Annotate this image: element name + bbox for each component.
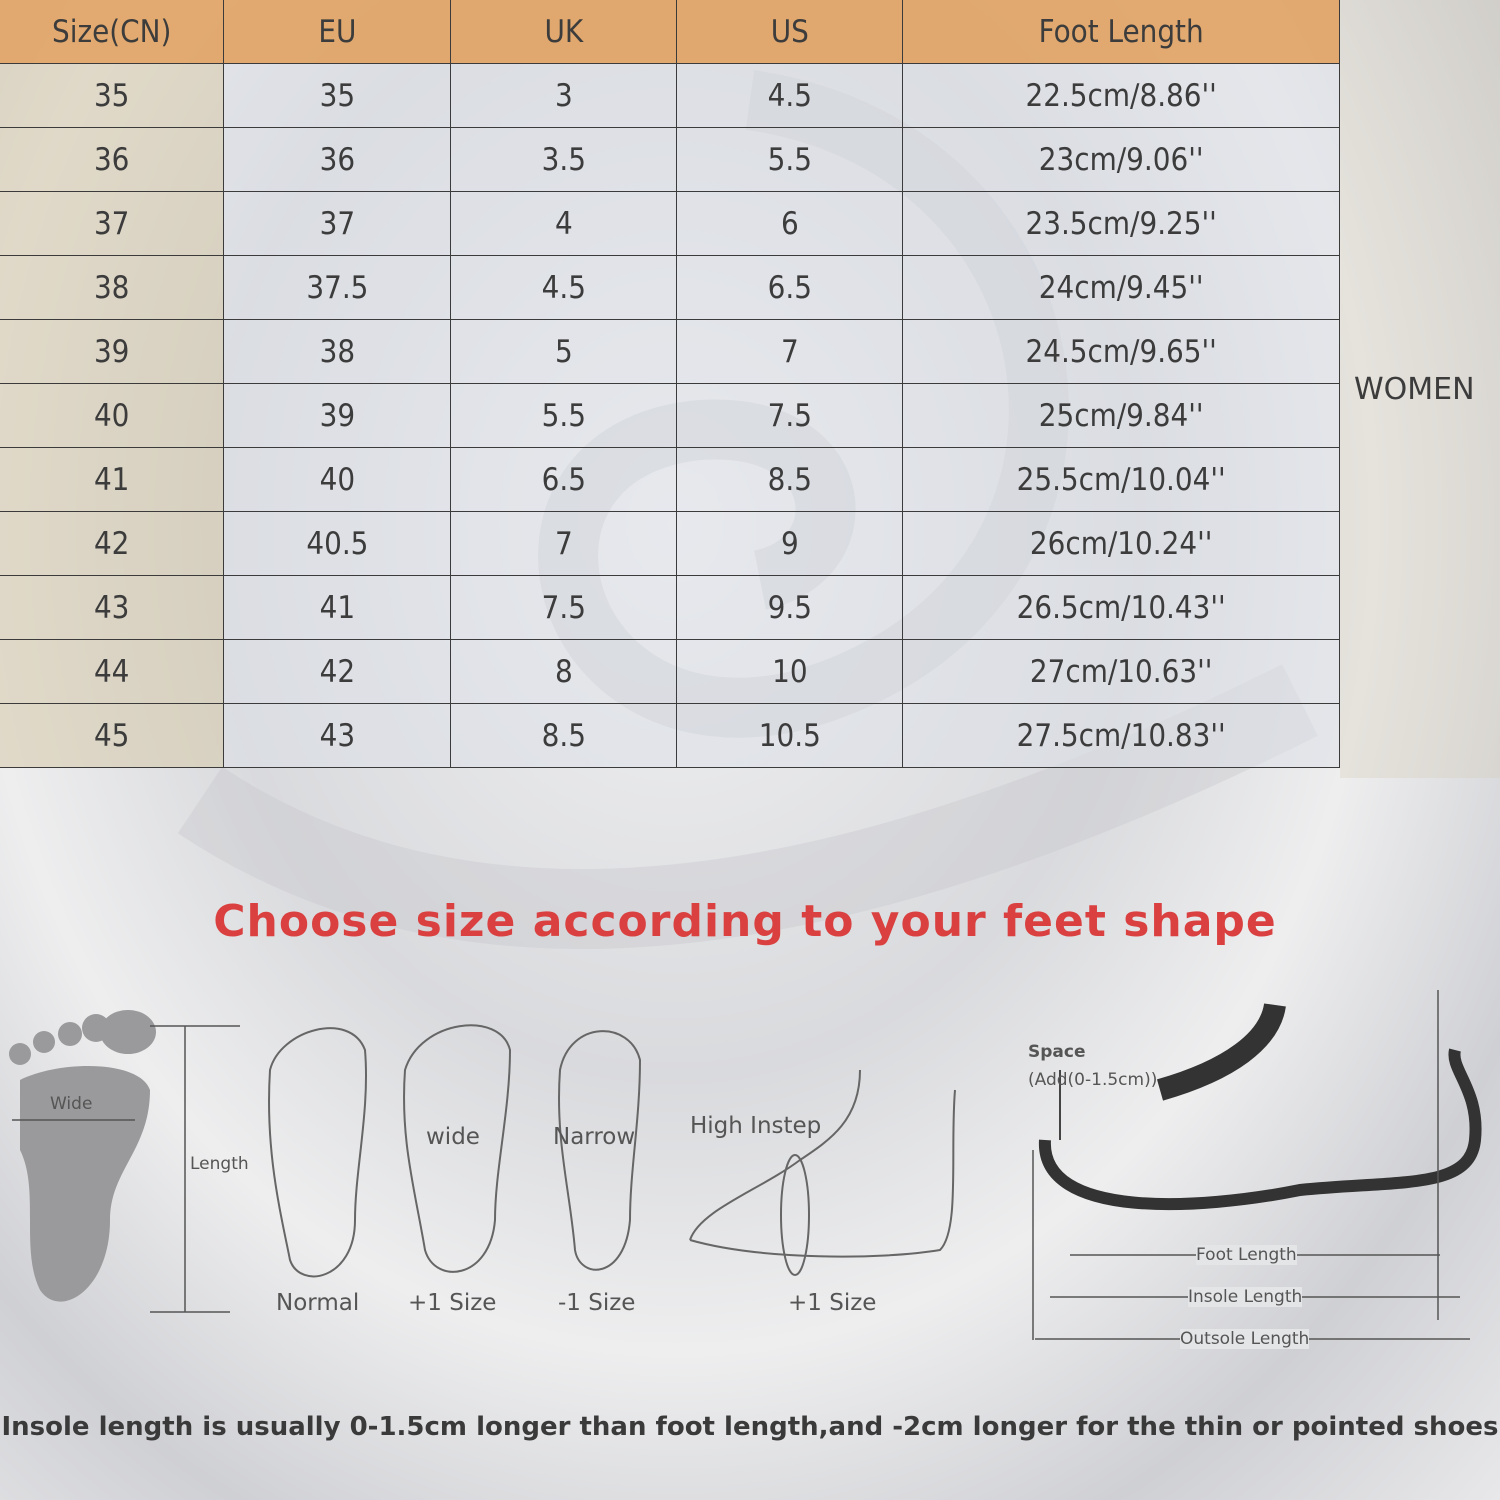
table-cell: 6 <box>676 191 904 256</box>
table-row: 44 42 8 10 27cm/10.63'' <box>0 639 1340 704</box>
table-row: 37 37 4 6 23.5cm/9.25'' <box>0 191 1340 256</box>
table-cell: 4.5 <box>450 255 678 320</box>
table-cell: 4.5 <box>676 63 904 128</box>
insole-length-label: Insole Length <box>1188 1287 1303 1307</box>
table-cell: 8.5 <box>676 447 904 512</box>
table-cell: 3 <box>450 63 678 128</box>
table-cell: 43 <box>0 575 225 640</box>
side-strip <box>1340 0 1500 778</box>
table-cell: 8 <box>450 639 678 704</box>
narrow-foot-outline <box>557 1030 642 1271</box>
instep-size-label: +1 Size <box>788 1290 877 1316</box>
table-cell: 4 <box>450 191 678 256</box>
wide-size-label: +1 Size <box>408 1290 497 1316</box>
table-cell: 24.5cm/9.65'' <box>902 319 1340 384</box>
table-row: 39 38 5 7 24.5cm/9.65'' <box>0 319 1340 384</box>
table-cell: 7 <box>676 319 904 384</box>
column-header: Size(CN) <box>0 0 225 64</box>
table-cell: 22.5cm/8.86'' <box>902 63 1340 128</box>
high-instep-outline <box>689 1069 956 1258</box>
table-cell: 35 <box>0 63 225 128</box>
table-cell: 36 <box>223 127 452 192</box>
table-row: 38 37.5 4.5 6.5 24cm/9.45'' <box>0 255 1340 320</box>
table-cell: 41 <box>223 575 452 640</box>
table-cell: 40 <box>223 447 452 512</box>
table-cell: 45 <box>0 703 225 768</box>
table-cell: 6.5 <box>676 255 904 320</box>
table-row: 35 35 3 4.5 22.5cm/8.86'' <box>0 63 1340 128</box>
table-cell: 35 <box>223 63 452 128</box>
normal-label: Normal <box>276 1290 360 1316</box>
table-row: 42 40.5 7 9 26cm/10.24'' <box>0 511 1340 576</box>
table-cell: 25cm/9.84'' <box>902 383 1340 448</box>
space-add-label: (Add(0-1.5cm)) <box>1028 1070 1158 1090</box>
table-cell: 26cm/10.24'' <box>902 511 1340 576</box>
size-chart-table: Size(CN) EU UK US Foot Length 35 35 3 4.5 22.5cm… <box>0 0 1340 768</box>
table-cell: 6.5 <box>450 447 678 512</box>
column-header: Foot Length <box>902 0 1340 64</box>
table-cell: 36 <box>0 127 225 192</box>
insole-note: Insole length is usually 0-1.5cm longer … <box>1 1412 1499 1442</box>
table-cell: 39 <box>0 319 225 384</box>
gender-label: WOMEN <box>1354 372 1475 407</box>
table-cell: 5 <box>450 319 678 384</box>
column-header: EU <box>223 0 452 64</box>
table-cell: 10.5 <box>676 703 904 768</box>
table-cell: 7.5 <box>676 383 904 448</box>
table-cell: 42 <box>223 639 452 704</box>
space-label: Space <box>1028 1042 1086 1062</box>
wide-label: wide <box>426 1124 480 1150</box>
table-cell: 40.5 <box>223 511 452 576</box>
footprint-length-label: Length <box>190 1154 249 1174</box>
footprint-icon <box>9 1010 156 1302</box>
column-header: UK <box>450 0 678 64</box>
shoe-cross-section <box>1038 1048 1482 1211</box>
table-cell: 10 <box>676 639 904 704</box>
table-cell: 41 <box>0 447 225 512</box>
table-cell: 27cm/10.63'' <box>902 639 1340 704</box>
table-cell: 27.5cm/10.83'' <box>902 703 1340 768</box>
table-header-row: Size(CN) EU UK US Foot Length <box>0 0 1340 64</box>
table-cell: 24cm/9.45'' <box>902 255 1340 320</box>
table-cell: 9.5 <box>676 575 904 640</box>
table-cell: 23cm/9.06'' <box>902 127 1340 192</box>
foot-shape-diagrams <box>9 990 1482 1340</box>
table-cell: 44 <box>0 639 225 704</box>
table-cell: 9 <box>676 511 904 576</box>
table-cell: 37.5 <box>223 255 452 320</box>
wide-foot-outline <box>403 1024 512 1273</box>
high-instep-label: High Instep <box>690 1113 822 1139</box>
table-cell: 7.5 <box>450 575 678 640</box>
table-cell: 7 <box>450 511 678 576</box>
column-header: US <box>676 0 904 64</box>
guide-title: Choose size according to your feet shape <box>213 896 1277 947</box>
table-cell: 42 <box>0 511 225 576</box>
footprint-wide-label: Wide <box>50 1094 93 1114</box>
table-cell: 43 <box>223 703 452 768</box>
table-cell: 39 <box>223 383 452 448</box>
table-row: 40 39 5.5 7.5 25cm/9.84'' <box>0 383 1340 448</box>
table-cell: 37 <box>223 191 452 256</box>
table-row: 45 43 8.5 10.5 27.5cm/10.83'' <box>0 703 1340 768</box>
table-cell: 38 <box>223 319 452 384</box>
narrow-size-label: -1 Size <box>558 1290 636 1316</box>
table-cell: 37 <box>0 191 225 256</box>
table-cell: 5.5 <box>450 383 678 448</box>
normal-foot-outline <box>268 1027 368 1278</box>
outsole-length-label: Outsole Length <box>1180 1329 1310 1349</box>
table-row: 36 36 3.5 5.5 23cm/9.06'' <box>0 127 1340 192</box>
table-row: 43 41 7.5 9.5 26.5cm/10.43'' <box>0 575 1340 640</box>
table-cell: 23.5cm/9.25'' <box>902 191 1340 256</box>
table-cell: 40 <box>0 383 225 448</box>
table-cell: 5.5 <box>676 127 904 192</box>
foot-length-label: Foot Length <box>1196 1245 1297 1265</box>
table-cell: 38 <box>0 255 225 320</box>
table-cell: 3.5 <box>450 127 678 192</box>
table-cell: 25.5cm/10.04'' <box>902 447 1340 512</box>
narrow-label: Narrow <box>553 1124 636 1150</box>
table-cell: 26.5cm/10.43'' <box>902 575 1340 640</box>
table-row: 41 40 6.5 8.5 25.5cm/10.04'' <box>0 447 1340 512</box>
table-cell: 8.5 <box>450 703 678 768</box>
